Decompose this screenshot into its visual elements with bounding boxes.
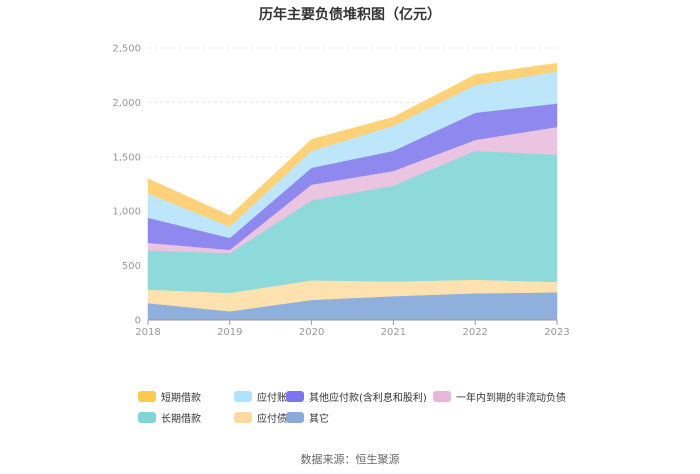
- legend-item[interactable]: 一年内到期的非流动负债: [433, 389, 566, 404]
- legend-label: 一年内到期的非流动负债: [456, 393, 566, 404]
- legend-label: 其它: [309, 414, 329, 425]
- y-tick-label: 0: [135, 316, 141, 327]
- legend-swatch: [234, 391, 252, 402]
- area-series: [147, 62, 558, 321]
- y-tick-label: 2,500: [112, 44, 141, 55]
- legend-item[interactable]: 其它: [286, 410, 329, 425]
- legend-item[interactable]: 应付账款: [234, 389, 297, 404]
- y-tick-label: 500: [122, 261, 141, 272]
- legend-label: 长期借款: [161, 414, 201, 425]
- axes: 0 500 1,000 1,500 2,000 2,500 2018 2019 2020 2021…: [112, 44, 569, 339]
- legend-swatch: [138, 391, 156, 402]
- x-tick-label: 2023: [544, 327, 569, 338]
- x-tick-label: 2019: [217, 327, 242, 338]
- x-tick-label: 2022: [462, 327, 487, 338]
- chart-title: 历年主要负债堆积图（亿元）: [259, 7, 441, 23]
- legend-swatch: [234, 412, 252, 423]
- legend-label: 其他应付款(含利息和股利): [309, 393, 427, 404]
- legend-swatch: [138, 412, 156, 423]
- y-tick-label: 2,000: [112, 98, 141, 109]
- area-series-短期借款: [147, 62, 558, 227]
- y-tick-label: 1,000: [112, 207, 141, 218]
- y-tick-label: 1,500: [112, 152, 141, 163]
- legend-item[interactable]: 应付债券: [234, 410, 297, 425]
- source-note: 数据来源：恒生聚源: [300, 453, 400, 466]
- x-tick-label: 2020: [299, 327, 324, 338]
- legend-swatch: [433, 391, 451, 402]
- legend-swatch: [286, 412, 304, 423]
- legend-label: 短期借款: [161, 393, 201, 404]
- legend-item[interactable]: 短期借款: [138, 389, 201, 404]
- legend-item[interactable]: 长期借款: [138, 410, 201, 425]
- x-tick-label: 2021: [381, 327, 406, 338]
- legend-item[interactable]: 其他应付款(含利息和股利): [286, 389, 427, 404]
- x-tick-label: 2018: [135, 327, 160, 338]
- legend-swatch: [286, 391, 304, 402]
- legend-label: 应付账款: [257, 393, 297, 404]
- legend-label: 应付债券: [257, 414, 297, 425]
